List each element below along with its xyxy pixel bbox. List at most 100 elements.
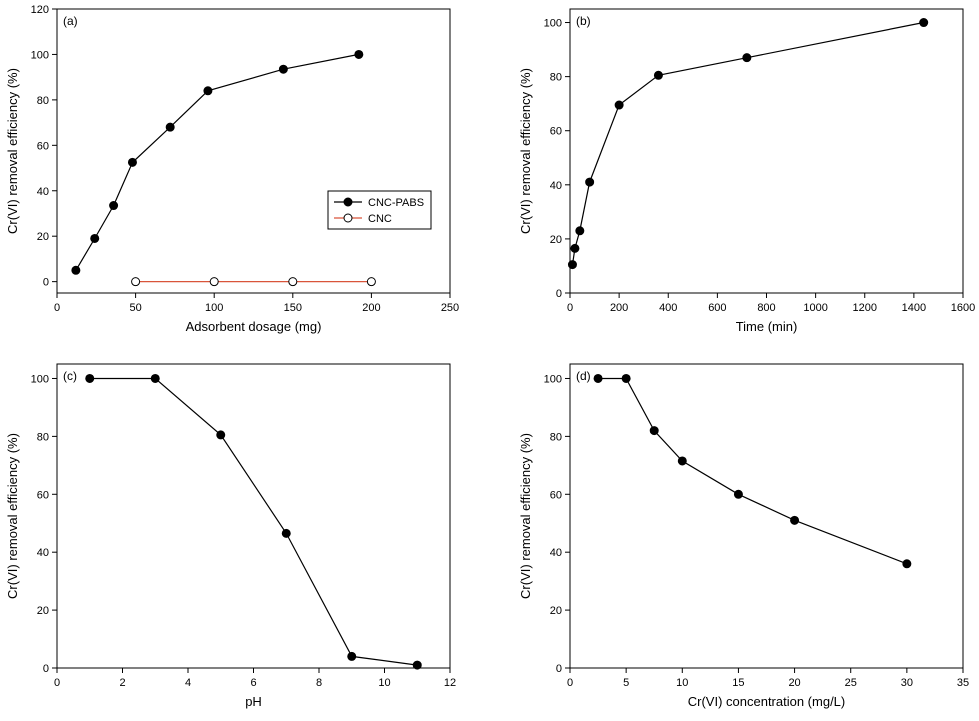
x-tick-label: 15 [732,677,744,689]
data-point [677,456,687,466]
y-tick-label: 40 [37,547,49,559]
panel-label: (c) [63,369,77,383]
plot-frame [56,8,451,294]
x-tick-label: 8 [316,677,322,689]
chart-panel-1: 0 50 100 150 200 250 0 20 40 60 80 100 120 Adsorbent … [5,4,459,334]
data-point [614,100,624,110]
legend-label: CNC [368,213,392,225]
legend-marker [343,197,353,207]
data-point [621,373,631,383]
y-axis-title: Cr(VI) removal efficiency (%) [518,433,533,599]
y-tick-label: 60 [37,140,49,152]
x-tick-label: 30 [901,677,913,689]
plot-frame [569,363,964,669]
data-point [366,277,376,287]
data-point [288,277,298,287]
data-point [150,373,160,383]
data-point [593,373,603,383]
x-tick-label: 0 [54,302,60,314]
data-point [347,651,357,661]
x-tick-label: 800 [757,302,775,314]
data-point [131,277,141,287]
y-tick-label: 60 [37,489,49,501]
panel-label: (d) [576,369,591,383]
x-axis-title: Time (min) [736,319,798,334]
y-tick-label: 0 [556,288,562,300]
y-axis-title: Cr(VI) removal efficiency (%) [518,68,533,234]
data-point [203,86,213,96]
panel-label: (a) [63,14,78,28]
x-tick-label: 1000 [803,302,827,314]
data-point [653,70,663,80]
x-tick-label: 50 [129,302,141,314]
data-point [209,277,219,287]
y-tick-label: 100 [544,18,562,30]
plot-frame [56,363,451,669]
x-tick-label: 5 [623,677,629,689]
data-point [354,49,364,59]
legend-marker [343,213,353,223]
y-tick-label: 40 [550,547,562,559]
y-tick-label: 20 [37,605,49,617]
data-point [127,157,137,167]
y-tick-label: 20 [550,605,562,617]
y-tick-label: 80 [550,431,562,443]
series-line-1 [75,53,359,271]
data-point [575,226,585,236]
series-line-1 [598,377,908,565]
y-tick-label: 60 [550,489,562,501]
legend-label: CNC-PABS [368,197,424,209]
y-axis-title: Cr(VI) removal efficiency (%) [5,433,20,599]
x-tick-label: 200 [610,302,628,314]
panel-label: (b) [576,14,591,28]
y-tick-label: 80 [37,95,49,107]
y-tick-label: 80 [37,431,49,443]
data-point [570,243,580,253]
chart-panel-2: 0 200 400 600 800 1000 1200 1400 1600 0 20 40 60 80 10… [518,8,975,334]
y-tick-label: 100 [31,373,49,385]
y-tick-label: 0 [43,663,49,675]
x-tick-label: 1600 [951,302,975,314]
x-tick-label: 0 [54,677,60,689]
x-tick-label: 250 [441,302,459,314]
y-tick-label: 100 [31,49,49,61]
data-point [412,660,422,670]
x-tick-label: 1400 [902,302,926,314]
y-tick-label: 100 [544,373,562,385]
x-tick-label: 25 [845,677,857,689]
x-tick-label: 6 [250,677,256,689]
x-tick-label: 12 [444,677,456,689]
data-point [109,201,119,211]
data-point [71,265,81,275]
x-tick-label: 0 [567,302,573,314]
y-tick-label: 80 [550,72,562,84]
legend-box [327,190,432,230]
data-point [649,426,659,436]
data-point [567,260,577,270]
y-tick-label: 20 [550,234,562,246]
y-tick-label: 40 [550,180,562,192]
y-tick-label: 0 [556,663,562,675]
y-tick-label: 0 [43,277,49,289]
x-tick-label: 100 [205,302,223,314]
x-tick-label: 0 [567,677,573,689]
x-axis-title: pH [245,694,262,709]
x-tick-label: 1200 [853,302,877,314]
x-axis-title: Adsorbent dosage (mg) [186,319,322,334]
data-point [919,18,929,28]
y-axis-title: Cr(VI) removal efficiency (%) [5,68,20,234]
x-tick-label: 400 [659,302,677,314]
y-tick-label: 120 [31,4,49,16]
chart-panel-4: 0 5 10 15 20 25 30 35 0 20 40 60 80 100 Cr(VI) concent… [518,363,969,709]
x-tick-label: 150 [284,302,302,314]
plot-frame [569,8,964,294]
y-tick-label: 60 [550,126,562,138]
series-line-1 [89,377,418,666]
data-point [733,489,743,499]
y-tick-label: 40 [37,186,49,198]
x-tick-label: 2 [119,677,125,689]
legend: CNC-PABS CNC [327,190,432,230]
data-point [585,177,595,187]
data-point [216,430,226,440]
data-point [278,64,288,74]
